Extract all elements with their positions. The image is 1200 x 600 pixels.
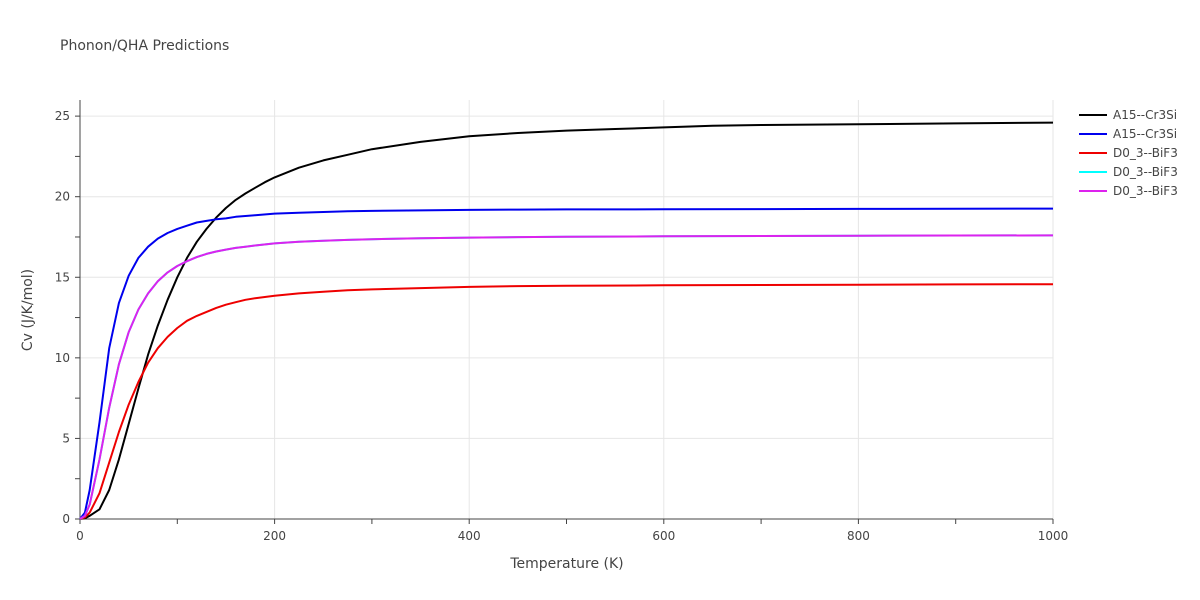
legend-label: A15--Cr3Si: [1113, 127, 1177, 141]
x-tick-label: 200: [263, 529, 286, 543]
grid: [80, 100, 1054, 519]
series-line-3: [79, 283, 1054, 520]
y-tick-label: 15: [55, 270, 70, 284]
axes: 0 200 400 600 800 1000 0 5 10 15 20 25: [55, 100, 1069, 543]
x-tick-label: 0: [76, 529, 84, 543]
y-tick-label: 25: [55, 109, 70, 123]
chart-title: Phonon/QHA Predictions: [60, 38, 229, 54]
y-tick-label: 10: [55, 351, 70, 365]
legend[interactable]: A15--Cr3Si A15--Cr3Si D0_3--BiF3 D0_3--BiF3…: [1079, 108, 1178, 198]
x-axis-title: Temperature (K): [509, 556, 623, 572]
legend-item-1[interactable]: A15--Cr3Si: [1079, 108, 1177, 122]
series-line-4: [79, 234, 1054, 520]
series-group: [79, 121, 1054, 520]
legend-item-3[interactable]: D0_3--BiF3: [1079, 146, 1178, 160]
legend-item-4[interactable]: D0_3--BiF3: [1079, 165, 1178, 179]
x-tick-label: 600: [652, 529, 675, 543]
legend-label: D0_3--BiF3: [1113, 184, 1178, 198]
legend-label: A15--Cr3Si: [1113, 108, 1177, 122]
y-tick-label: 20: [55, 190, 70, 204]
series-line-1: [79, 121, 1054, 520]
legend-label: D0_3--BiF3: [1113, 165, 1178, 179]
x-tick-label: 400: [458, 529, 481, 543]
x-tick-label: 800: [847, 529, 870, 543]
legend-item-2[interactable]: A15--Cr3Si: [1079, 127, 1177, 141]
legend-label: D0_3--BiF3: [1113, 146, 1178, 160]
series-line-5: [79, 234, 1054, 520]
y-tick-label: 5: [62, 431, 70, 445]
y-tick-label: 0: [62, 512, 70, 526]
series-line-2: [79, 207, 1054, 520]
legend-item-5[interactable]: D0_3--BiF3: [1079, 184, 1178, 198]
y-axis-title: Cv (J/K/mol): [20, 269, 36, 351]
x-tick-label: 1000: [1038, 529, 1069, 543]
